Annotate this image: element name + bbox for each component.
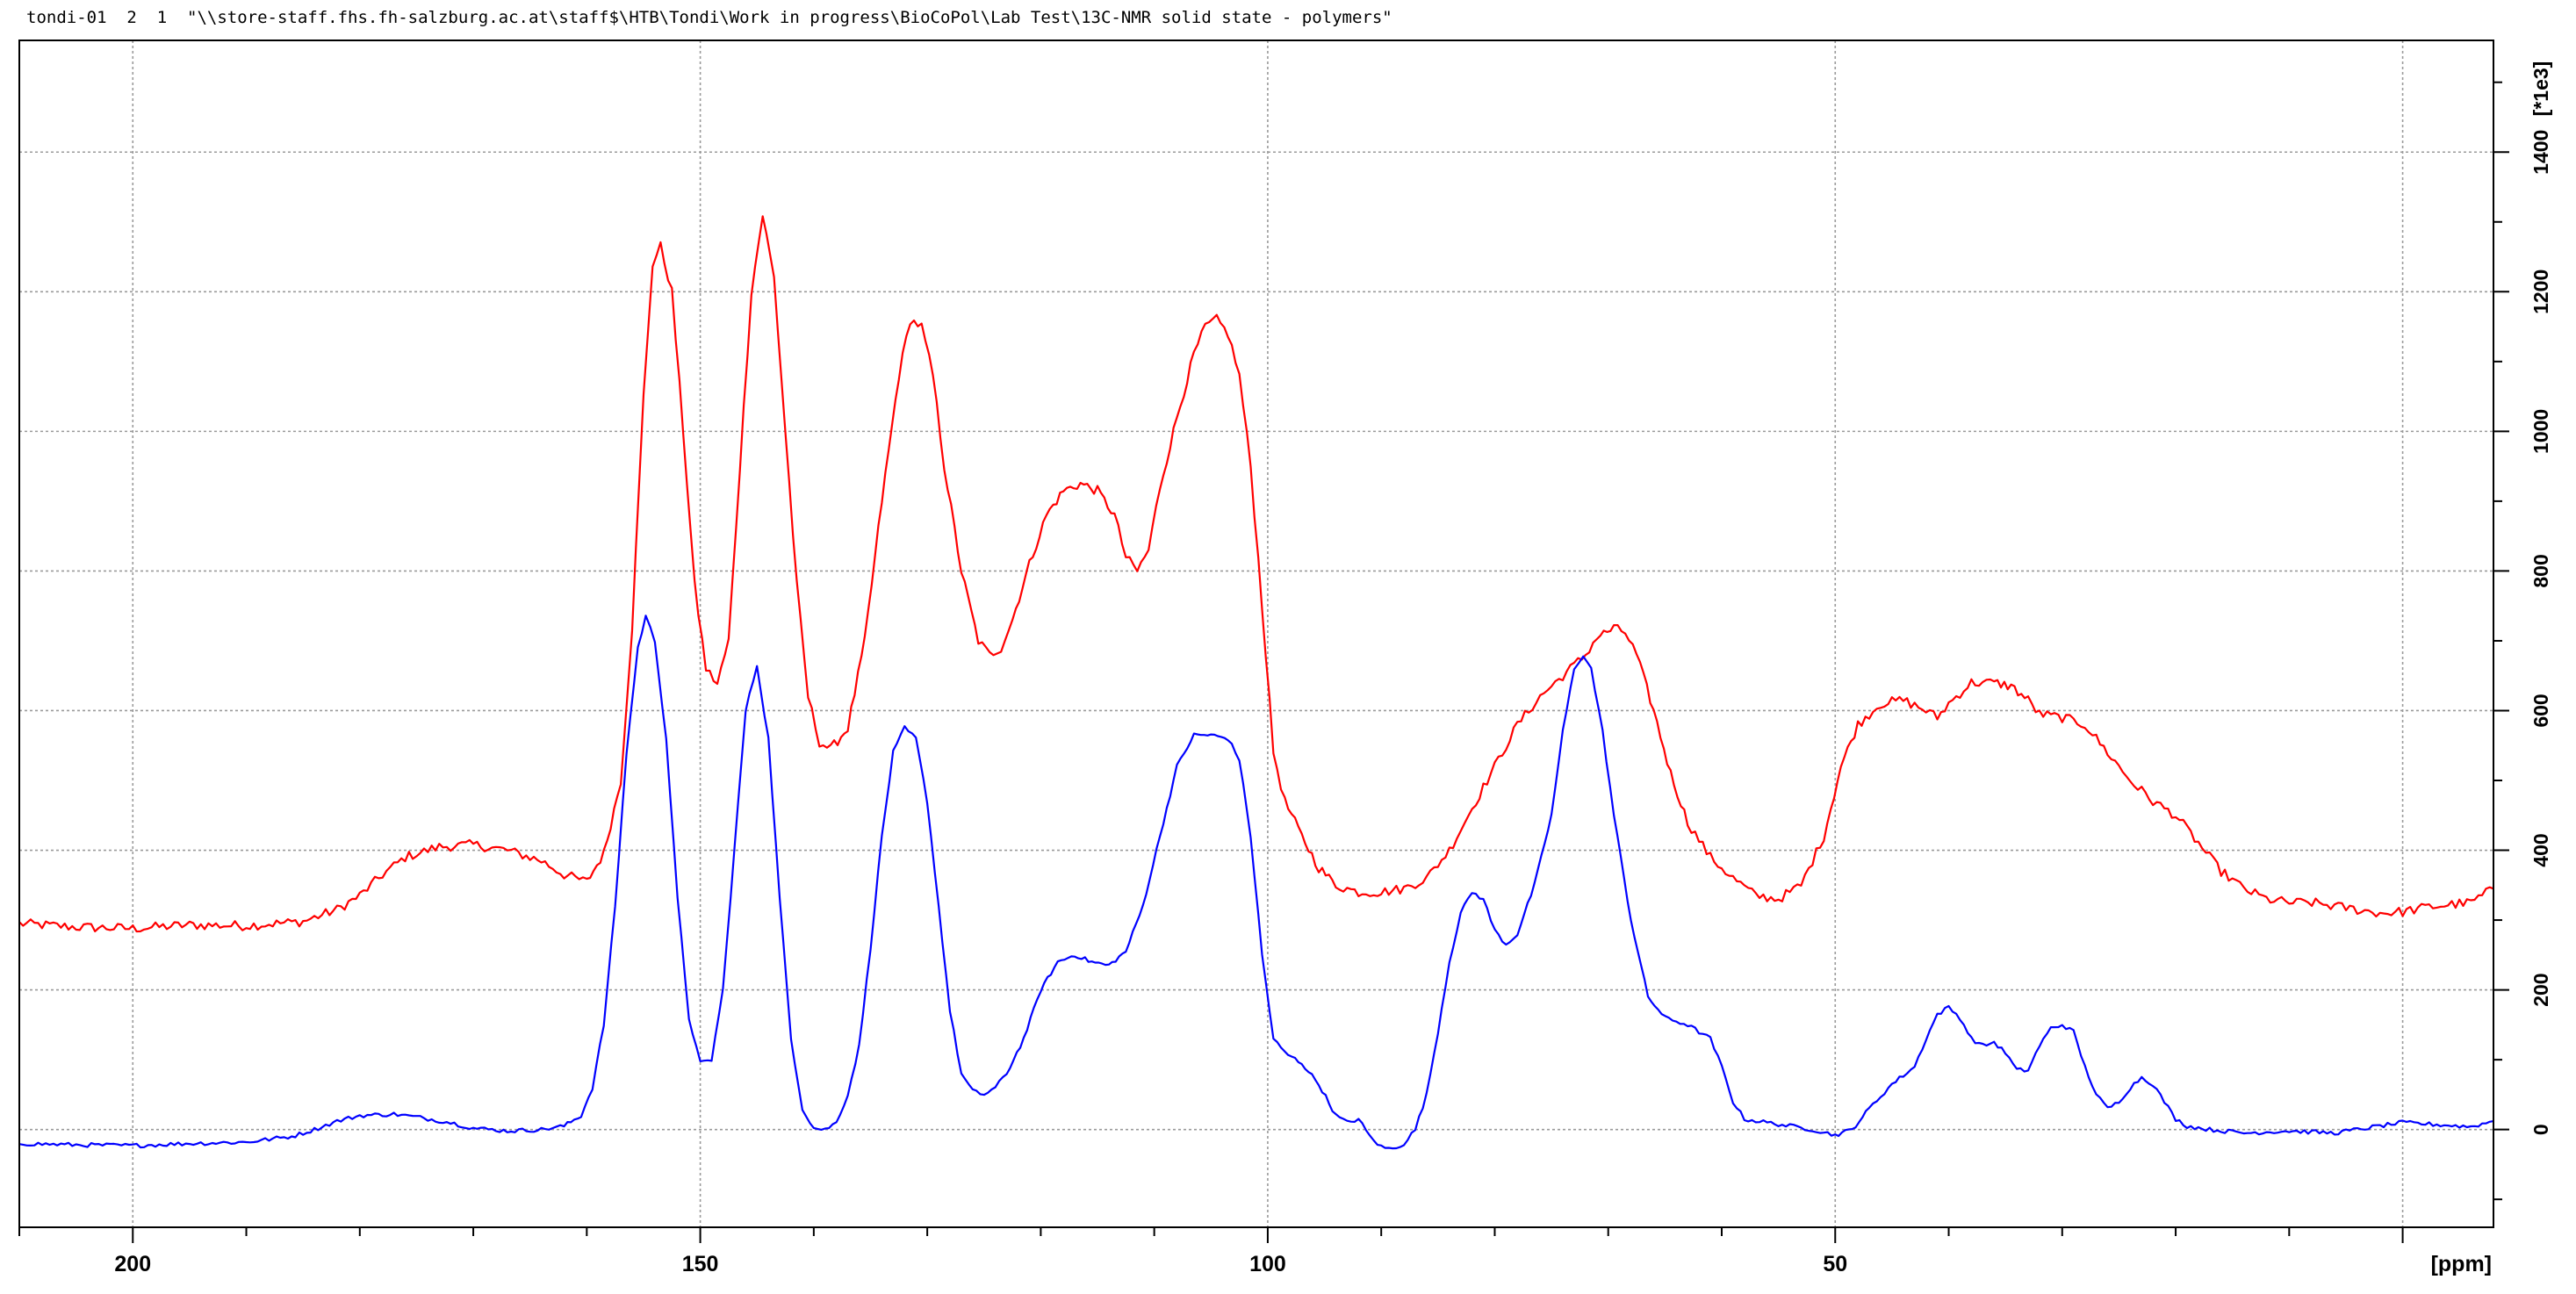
y-tick-label: 1400 [2529, 130, 2552, 175]
x-axis: 200 150 100 50 [18, 1227, 2404, 1276]
spectrum-file-header: tondi-01 2 1 "\\store-staff.fhs.fh-salzb… [26, 8, 1392, 27]
y-tick-label: 200 [2529, 973, 2552, 1006]
y-tick-label: 0 [2529, 1124, 2552, 1135]
blue-spectrum-line [18, 615, 2494, 1150]
x-tick-label: 200 [114, 1252, 151, 1276]
x-tick-label: 100 [1249, 1252, 1286, 1276]
red-spectrum-line [18, 215, 2494, 933]
x-tick-label: 150 [682, 1252, 719, 1276]
y-tick-label: 800 [2529, 554, 2552, 587]
grid-lines [19, 40, 2493, 1227]
y-axis-label: [*1e3] [2529, 61, 2552, 117]
y-tick-label: 1000 [2529, 409, 2552, 454]
y-tick-label: 400 [2529, 833, 2552, 866]
y-tick-label: 1200 [2529, 270, 2552, 314]
x-axis-label: [ppm] [2431, 1252, 2492, 1276]
spectrum-series [18, 215, 2494, 1150]
y-tick-label: 600 [2529, 694, 2552, 727]
plot-frame [18, 40, 2494, 1228]
x-tick-label: 50 [1823, 1252, 1847, 1276]
y-axis: 0 200 400 600 800 1000 1200 1400 [2493, 81, 2552, 1201]
